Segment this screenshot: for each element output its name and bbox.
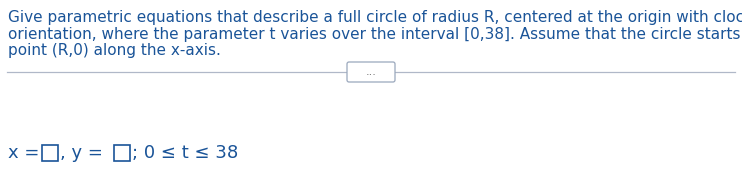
Text: ; 0 ≤ t ≤ 38: ; 0 ≤ t ≤ 38 — [132, 144, 238, 162]
Text: ...: ... — [366, 67, 376, 77]
Text: orientation, where the parameter t varies over the interval [0,38]. Assume that : orientation, where the parameter t varie… — [8, 26, 742, 41]
Text: x =: x = — [8, 144, 45, 162]
Bar — [42, 145, 58, 161]
FancyBboxPatch shape — [347, 62, 395, 82]
Bar — [114, 145, 130, 161]
Text: Give parametric equations that describe a full circle of radius R, centered at t: Give parametric equations that describe … — [8, 10, 742, 25]
Text: point (R,0) along the x-axis.: point (R,0) along the x-axis. — [8, 43, 221, 58]
Text: , y =: , y = — [60, 144, 108, 162]
